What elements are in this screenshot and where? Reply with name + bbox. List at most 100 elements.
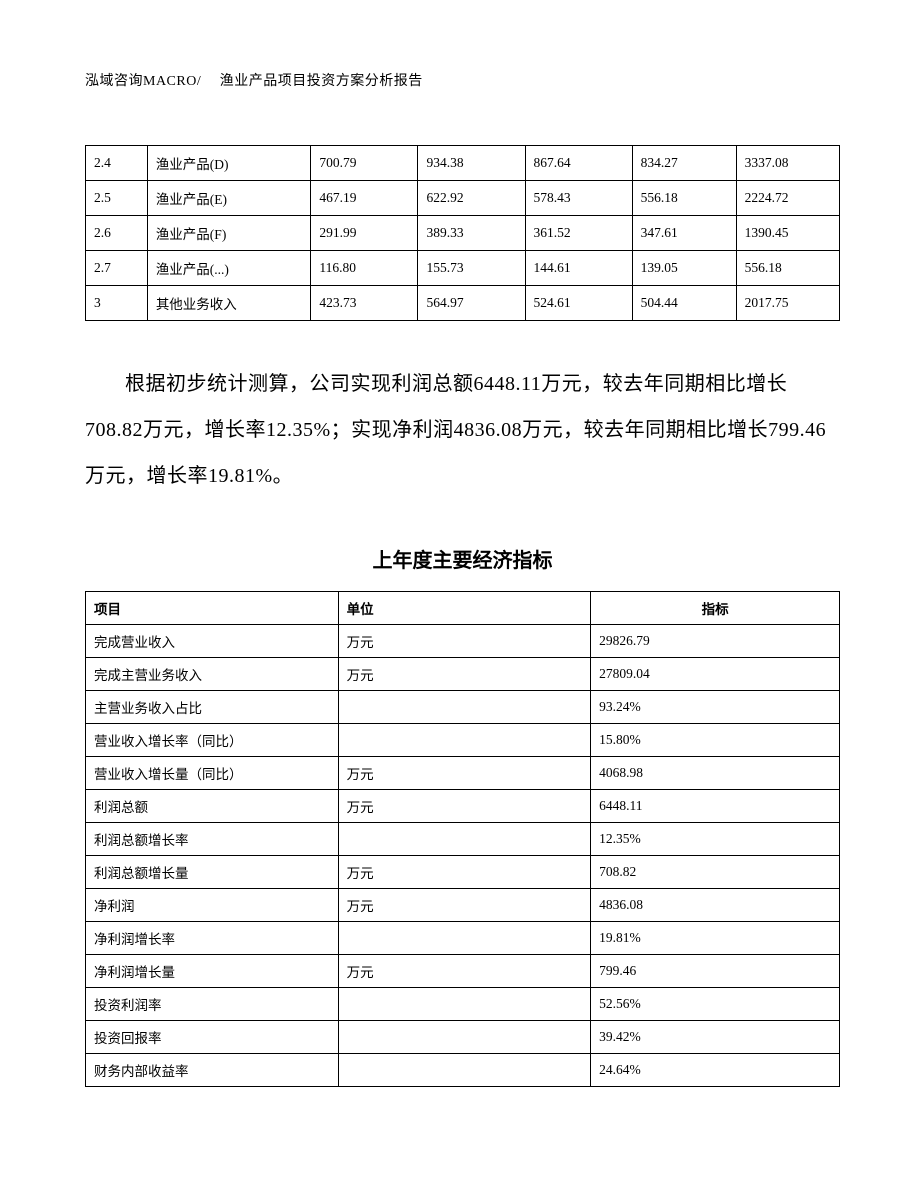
- cell: 578.43: [525, 181, 632, 216]
- cell: 万元: [338, 889, 591, 922]
- cell: 423.73: [311, 286, 418, 321]
- cell: 144.61: [525, 251, 632, 286]
- table-row: 2.4 渔业产品(D) 700.79 934.38 867.64 834.27 …: [86, 146, 840, 181]
- cell: [338, 922, 591, 955]
- table-row: 营业收入增长量（同比） 万元 4068.98: [86, 757, 840, 790]
- table-row: 3 其他业务收入 423.73 564.97 524.61 504.44 201…: [86, 286, 840, 321]
- cell: 渔业产品(...): [147, 251, 311, 286]
- cell: [338, 724, 591, 757]
- cell: 万元: [338, 955, 591, 988]
- cell: [338, 1021, 591, 1054]
- economic-indicators-table: 项目 单位 指标 完成营业收入 万元 29826.79 完成主营业务收入 万元 …: [85, 591, 840, 1087]
- table-row: 营业收入增长率（同比） 15.80%: [86, 724, 840, 757]
- cell: 万元: [338, 790, 591, 823]
- table-row: 利润总额 万元 6448.11: [86, 790, 840, 823]
- table-row: 2.5 渔业产品(E) 467.19 622.92 578.43 556.18 …: [86, 181, 840, 216]
- cell: 622.92: [418, 181, 525, 216]
- cell: 2.6: [86, 216, 148, 251]
- cell: 389.33: [418, 216, 525, 251]
- cell: 39.42%: [591, 1021, 840, 1054]
- cell: 净利润增长率: [86, 922, 339, 955]
- cell: 564.97: [418, 286, 525, 321]
- header-cell: 项目: [86, 592, 339, 625]
- cell: 利润总额: [86, 790, 339, 823]
- table-row: 2.7 渔业产品(...) 116.80 155.73 144.61 139.0…: [86, 251, 840, 286]
- summary-paragraph: 根据初步统计测算，公司实现利润总额6448.11万元，较去年同期相比增长708.…: [85, 361, 840, 499]
- table-row: 净利润 万元 4836.08: [86, 889, 840, 922]
- table1-body: 2.4 渔业产品(D) 700.79 934.38 867.64 834.27 …: [86, 146, 840, 321]
- cell: 渔业产品(E): [147, 181, 311, 216]
- cell: [338, 1054, 591, 1087]
- table-row: 完成主营业务收入 万元 27809.04: [86, 658, 840, 691]
- cell: 504.44: [632, 286, 736, 321]
- cell: 834.27: [632, 146, 736, 181]
- cell: 财务内部收益率: [86, 1054, 339, 1087]
- table2-header: 项目 单位 指标: [86, 592, 840, 625]
- cell: 139.05: [632, 251, 736, 286]
- cell: 155.73: [418, 251, 525, 286]
- table-row: 利润总额增长量 万元 708.82: [86, 856, 840, 889]
- cell: 27809.04: [591, 658, 840, 691]
- cell: 467.19: [311, 181, 418, 216]
- cell: 主营业务收入占比: [86, 691, 339, 724]
- cell: 万元: [338, 658, 591, 691]
- cell: 营业收入增长率（同比）: [86, 724, 339, 757]
- cell: 万元: [338, 625, 591, 658]
- cell: 渔业产品(D): [147, 146, 311, 181]
- cell: 利润总额增长率: [86, 823, 339, 856]
- product-revenue-table: 2.4 渔业产品(D) 700.79 934.38 867.64 834.27 …: [85, 145, 840, 321]
- cell: 投资利润率: [86, 988, 339, 1021]
- table-row: 主营业务收入占比 93.24%: [86, 691, 840, 724]
- cell: 3337.08: [736, 146, 839, 181]
- table-row: 完成营业收入 万元 29826.79: [86, 625, 840, 658]
- cell: 完成主营业务收入: [86, 658, 339, 691]
- cell: 556.18: [736, 251, 839, 286]
- table-row: 利润总额增长率 12.35%: [86, 823, 840, 856]
- cell: 700.79: [311, 146, 418, 181]
- header-cell: 指标: [591, 592, 840, 625]
- table-row: 财务内部收益率 24.64%: [86, 1054, 840, 1087]
- cell: 净利润: [86, 889, 339, 922]
- table-row: 2.6 渔业产品(F) 291.99 389.33 361.52 347.61 …: [86, 216, 840, 251]
- table2-body: 完成营业收入 万元 29826.79 完成主营业务收入 万元 27809.04 …: [86, 625, 840, 1087]
- table-row: 净利润增长率 19.81%: [86, 922, 840, 955]
- cell: 19.81%: [591, 922, 840, 955]
- cell: [338, 691, 591, 724]
- cell: 2.4: [86, 146, 148, 181]
- cell: 4068.98: [591, 757, 840, 790]
- cell: 291.99: [311, 216, 418, 251]
- header-cell: 单位: [338, 592, 591, 625]
- cell: 934.38: [418, 146, 525, 181]
- cell: 渔业产品(F): [147, 216, 311, 251]
- cell: 116.80: [311, 251, 418, 286]
- cell: 2.5: [86, 181, 148, 216]
- page-header: 泓域咨询MACRO/ 渔业产品项目投资方案分析报告: [85, 70, 840, 90]
- cell: [338, 988, 591, 1021]
- cell: 708.82: [591, 856, 840, 889]
- table-row: 投资回报率 39.42%: [86, 1021, 840, 1054]
- cell: 524.61: [525, 286, 632, 321]
- section-title: 上年度主要经济指标: [85, 544, 840, 573]
- cell: 347.61: [632, 216, 736, 251]
- cell: 完成营业收入: [86, 625, 339, 658]
- table-header-row: 项目 单位 指标: [86, 592, 840, 625]
- cell: 6448.11: [591, 790, 840, 823]
- cell: 556.18: [632, 181, 736, 216]
- cell: 利润总额增长量: [86, 856, 339, 889]
- cell: 投资回报率: [86, 1021, 339, 1054]
- table-row: 投资利润率 52.56%: [86, 988, 840, 1021]
- cell: 361.52: [525, 216, 632, 251]
- cell: 净利润增长量: [86, 955, 339, 988]
- cell: 15.80%: [591, 724, 840, 757]
- table-row: 净利润增长量 万元 799.46: [86, 955, 840, 988]
- cell: 52.56%: [591, 988, 840, 1021]
- cell: 4836.08: [591, 889, 840, 922]
- cell: 12.35%: [591, 823, 840, 856]
- cell: 营业收入增长量（同比）: [86, 757, 339, 790]
- cell: 24.64%: [591, 1054, 840, 1087]
- cell: 万元: [338, 757, 591, 790]
- cell: 其他业务收入: [147, 286, 311, 321]
- cell: 1390.45: [736, 216, 839, 251]
- cell: 799.46: [591, 955, 840, 988]
- cell: 29826.79: [591, 625, 840, 658]
